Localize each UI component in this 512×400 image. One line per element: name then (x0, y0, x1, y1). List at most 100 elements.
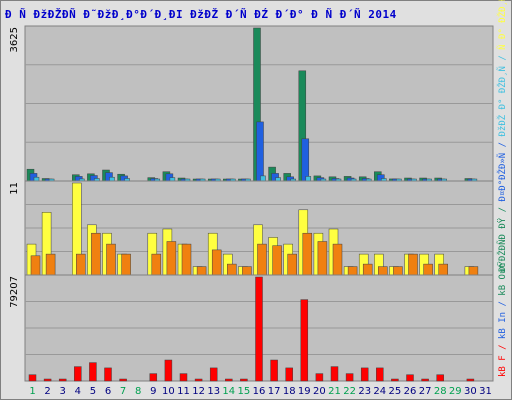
bar-volume-kb-f-day-7 (119, 378, 127, 382)
bar-volume-kb-f-day-25 (391, 378, 399, 382)
bar-volume-kb-f-day-20 (315, 373, 324, 382)
x-tick-day-12: 12 (192, 386, 205, 397)
x-tick-day-4: 4 (75, 386, 81, 397)
x-tick-day-26: 26 (404, 386, 417, 397)
bar-visits-sites-day-12 (196, 266, 207, 276)
legend-item: kB F / (498, 339, 508, 377)
bar-visits-sites-day-6 (106, 243, 116, 276)
bar-volume-kb-f-day-2 (43, 378, 52, 382)
bar-traffic-files-day-16 (256, 121, 264, 182)
bar-visits-sites-day-24 (378, 266, 388, 276)
bar-volume-kb-f-day-23 (360, 367, 369, 382)
bar-traffic-pages-day-1 (33, 176, 40, 182)
bar-volume-kb-f-day-13 (209, 367, 218, 382)
legend-top: ÐŸÐŽÐÑÐ ÐŸ / Ð¤Ð°ÐŽÐ»Ñ / ÐžÐŽ Ð° ÐŽÐ¸Ñ /… (498, 0, 508, 272)
y-max-label-volume: 79207 (9, 276, 20, 308)
x-tick-day-24: 24 (373, 386, 386, 397)
x-tick-day-25: 25 (389, 386, 402, 397)
x-tick-day-5: 5 (90, 386, 96, 397)
x-tick-day-15: 15 (238, 386, 251, 397)
bar-visits-sites-day-16 (257, 243, 267, 276)
bar-volume-kb-f-day-6 (104, 367, 112, 382)
bar-volume-kb-f-day-27 (421, 378, 429, 382)
bar-visits-sites-day-21 (332, 243, 343, 276)
bar-visits-sites-day-2 (45, 253, 56, 276)
bar-visits-sites-day-14 (227, 263, 237, 276)
bar-volume-kb-f-day-28 (436, 374, 444, 382)
bar-visits-sites-day-22 (347, 266, 358, 276)
bar-volume-kb-f-day-15 (240, 378, 248, 382)
bar-volume-kb-f-day-3 (58, 378, 67, 382)
bar-traffic-pages-day-17 (275, 177, 281, 182)
bar-visits-sites-day-9 (151, 253, 162, 276)
bar-volume-kb-f-day-12 (194, 378, 203, 382)
bar-visits-sites-day-7 (121, 253, 131, 276)
bar-visits-sites-day-10 (166, 241, 177, 276)
bar-visits-sites-day-27 (423, 263, 433, 276)
bar-traffic-pages-day-6 (109, 176, 115, 182)
legend-bottom: kB F / kB In / kB Out (498, 263, 508, 377)
bar-traffic-pages-day-10 (169, 177, 176, 182)
bar-traffic-pages-day-19 (305, 176, 312, 182)
x-tick-day-2: 2 (44, 386, 50, 397)
bar-visits-sites-day-11 (181, 243, 192, 276)
x-tick-day-11: 11 (177, 386, 190, 397)
bar-traffic-files-day-19 (301, 138, 310, 182)
x-tick-day-7: 7 (120, 386, 126, 397)
bar-volume-kb-f-day-17 (270, 359, 278, 382)
chart-title: Ð Ñ ÐžÐŽÐÑ Ð˜ÐžÐ¸Ð°Ð´Ð¸ÐΙ ÐžÐŽ Ð´Ñ ÐŹ Ð´… (5, 8, 397, 21)
bar-volume-kb-f-day-5 (89, 362, 97, 382)
bar-volume-kb-f-day-19 (300, 299, 309, 382)
bar-visits-sites-day-17 (272, 245, 282, 276)
bar-volume-kb-f-day-11 (179, 373, 188, 382)
x-tick-day-29: 29 (449, 386, 462, 397)
legend-item: kB Out (498, 263, 508, 296)
bar-volume-kb-f-day-18 (285, 367, 293, 382)
legend: ÐŸÐŽÐÑÐ ÐŸ / Ð¤Ð°ÐŽÐ»Ñ / ÐžÐŽ Ð° ÐŽÐ¸Ñ /… (496, 0, 512, 377)
bar-traffic-pages-day-16 (260, 175, 266, 182)
legend-item: ÐŸÐŽÐÑÐ ÐŸ / (498, 201, 508, 272)
x-tick-day-9: 9 (150, 386, 156, 397)
x-tick-day-22: 22 (343, 386, 356, 397)
bar-volume-kb-f-day-10 (164, 359, 173, 382)
bar-volume-kb-f-day-21 (330, 366, 339, 382)
x-tick-day-1: 1 (29, 386, 35, 397)
x-tick-day-14: 14 (222, 386, 235, 397)
x-tick-day-30: 30 (464, 386, 477, 397)
bar-volume-kb-f-day-22 (345, 373, 354, 382)
bar-visits-sites-day-1 (30, 255, 41, 276)
bar-visits-sites-day-18 (287, 253, 297, 276)
bar-visits-sites-day-19 (302, 232, 313, 276)
bar-visits-sites-day-5 (91, 232, 101, 276)
legend-item: ÐžÐŽ Ð° ÐŽÐ¸Ñ / (498, 49, 508, 137)
x-tick-day-3: 3 (60, 386, 66, 397)
bar-visits-sites-day-28 (438, 263, 448, 276)
legend-item: Ñ Ð° ÐŽÐ¸Ð» / (498, 0, 508, 50)
bar-visits-sites-day-20 (317, 241, 328, 276)
bar-volume-kb-f-day-30 (466, 378, 475, 382)
legend-item: Ð¤Ð°ÐŽÐ»Ñ / (498, 136, 508, 202)
y-max-label-traffic: 3625 (9, 27, 20, 52)
bar-visits-sites-day-15 (242, 266, 252, 276)
x-tick-day-19: 19 (298, 386, 311, 397)
x-tick-day-10: 10 (162, 386, 175, 397)
bar-volume-kb-f-day-14 (225, 378, 233, 382)
bar-volume-kb-f-day-9 (149, 373, 158, 382)
bar-visits-sites-day-23 (362, 263, 373, 276)
x-tick-day-6: 6 (105, 386, 111, 397)
x-tick-day-13: 13 (207, 386, 220, 397)
bar-visits-sites-day-25 (393, 266, 403, 276)
bar-volume-kb-f-day-26 (406, 374, 414, 382)
bar-volume-kb-f-day-24 (376, 367, 384, 382)
bar-visits-sites-day-4 (76, 253, 86, 276)
x-tick-day-18: 18 (283, 386, 296, 397)
bar-visits-sites-day-13 (211, 249, 222, 276)
x-tick-day-17: 17 (268, 386, 281, 397)
bar-volume-kb-f-day-16 (255, 276, 263, 382)
x-tick-day-31: 31 (479, 386, 492, 397)
y-max-label-visits: 11 (9, 182, 20, 195)
x-tick-day-23: 23 (358, 386, 371, 397)
x-tick-day-21: 21 (328, 386, 341, 397)
x-tick-day-20: 20 (313, 386, 326, 397)
